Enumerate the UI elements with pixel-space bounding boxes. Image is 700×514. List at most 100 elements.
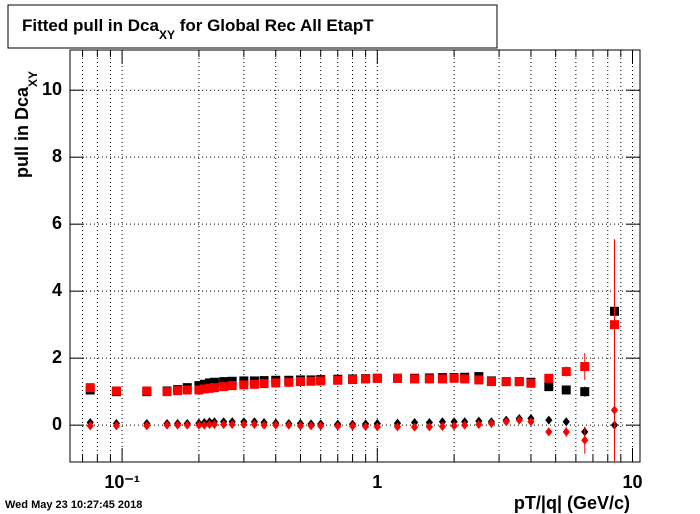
data-point <box>182 385 192 395</box>
x-axis-label: pT/|q| (GeV/c) <box>514 493 630 513</box>
data-point <box>162 387 172 397</box>
data-point <box>259 379 269 389</box>
title-subscript: XY <box>159 28 175 42</box>
timestamp: Wed May 23 10:27:45 2018 <box>5 499 142 511</box>
data-point <box>373 422 381 432</box>
chart-title: Fitted pull in DcaXY for Global Rec All … <box>22 16 374 42</box>
data-point <box>296 421 305 431</box>
data-point <box>204 383 214 393</box>
data-point <box>86 421 94 431</box>
title-text: Fitted pull in Dca <box>22 16 159 35</box>
data-point <box>562 427 570 437</box>
data-point <box>317 421 325 431</box>
data-point <box>362 421 370 431</box>
data-point <box>85 383 95 393</box>
y-tick-label: 0 <box>52 414 62 434</box>
data-point <box>219 377 229 387</box>
data-point <box>393 422 402 432</box>
data-point <box>183 420 191 430</box>
title-text: for Global Rec All EtapT <box>175 16 374 35</box>
data-point <box>410 417 419 427</box>
y-axis-label: pull in DcaXY <box>12 71 40 178</box>
data-point <box>449 373 459 383</box>
data-point <box>334 421 342 431</box>
data-point <box>425 422 433 432</box>
x-tick-label: 10 <box>622 472 642 492</box>
data-point <box>333 375 343 385</box>
data-point <box>204 378 214 388</box>
x-tick-label: 1 <box>372 472 382 492</box>
data-point <box>250 419 259 429</box>
data-point <box>438 417 447 427</box>
y-label-text: pull in Dca <box>12 86 32 178</box>
x-tick-label: 10⁻¹ <box>104 472 140 492</box>
data-point <box>142 386 152 396</box>
data-point <box>316 376 326 386</box>
data-point <box>474 375 484 385</box>
data-point <box>580 387 590 397</box>
title-box <box>7 4 498 49</box>
data-point <box>210 419 219 429</box>
data-point <box>527 417 535 427</box>
data-point <box>544 382 554 392</box>
data-point <box>487 418 496 428</box>
data-point <box>195 420 203 430</box>
data-point <box>284 377 294 387</box>
data-point <box>526 378 536 388</box>
y-tick-label: 2 <box>52 347 62 367</box>
y-tick-label: 6 <box>52 213 62 233</box>
data-point <box>199 384 209 394</box>
data-point <box>544 373 554 383</box>
data-point <box>205 419 214 429</box>
data-point <box>227 381 237 391</box>
data-point <box>239 380 249 390</box>
data-point <box>486 377 496 387</box>
data-point <box>361 374 371 384</box>
data-point <box>461 420 469 430</box>
data-point <box>249 379 259 389</box>
data-point <box>460 374 470 384</box>
data-point <box>561 385 571 395</box>
data-point <box>501 377 511 387</box>
data-point <box>173 420 182 430</box>
y-tick-label: 8 <box>52 146 62 166</box>
data-point <box>306 376 316 386</box>
data-point <box>562 417 570 427</box>
data-point <box>200 420 208 430</box>
data-point <box>348 375 358 385</box>
data-point <box>372 373 382 383</box>
y-tick-label: 4 <box>52 280 62 300</box>
data-point <box>220 419 228 429</box>
data-point <box>561 367 571 377</box>
data-point <box>194 385 204 395</box>
data-point <box>424 374 434 384</box>
data-point <box>348 421 357 431</box>
data-point <box>515 415 523 425</box>
data-point <box>545 415 553 425</box>
data-point <box>545 427 553 437</box>
data-point <box>271 378 281 388</box>
data-point <box>307 421 315 431</box>
data-point <box>240 419 248 429</box>
data-point <box>112 421 121 431</box>
data-point <box>610 405 619 415</box>
data-point <box>209 377 219 387</box>
data-point <box>228 419 236 429</box>
plot-frame <box>69 49 641 463</box>
data-point <box>173 386 183 396</box>
data-point <box>111 386 121 396</box>
data-point <box>410 422 419 432</box>
data-point <box>260 420 268 430</box>
data-point <box>410 374 420 384</box>
data-point <box>219 382 229 392</box>
data-point <box>272 420 280 430</box>
data-point <box>502 417 510 427</box>
data-point <box>450 421 458 431</box>
data-point <box>437 374 447 384</box>
data-point <box>295 377 305 387</box>
data-point <box>393 373 403 383</box>
data-point <box>475 419 483 429</box>
data-point <box>143 421 151 431</box>
